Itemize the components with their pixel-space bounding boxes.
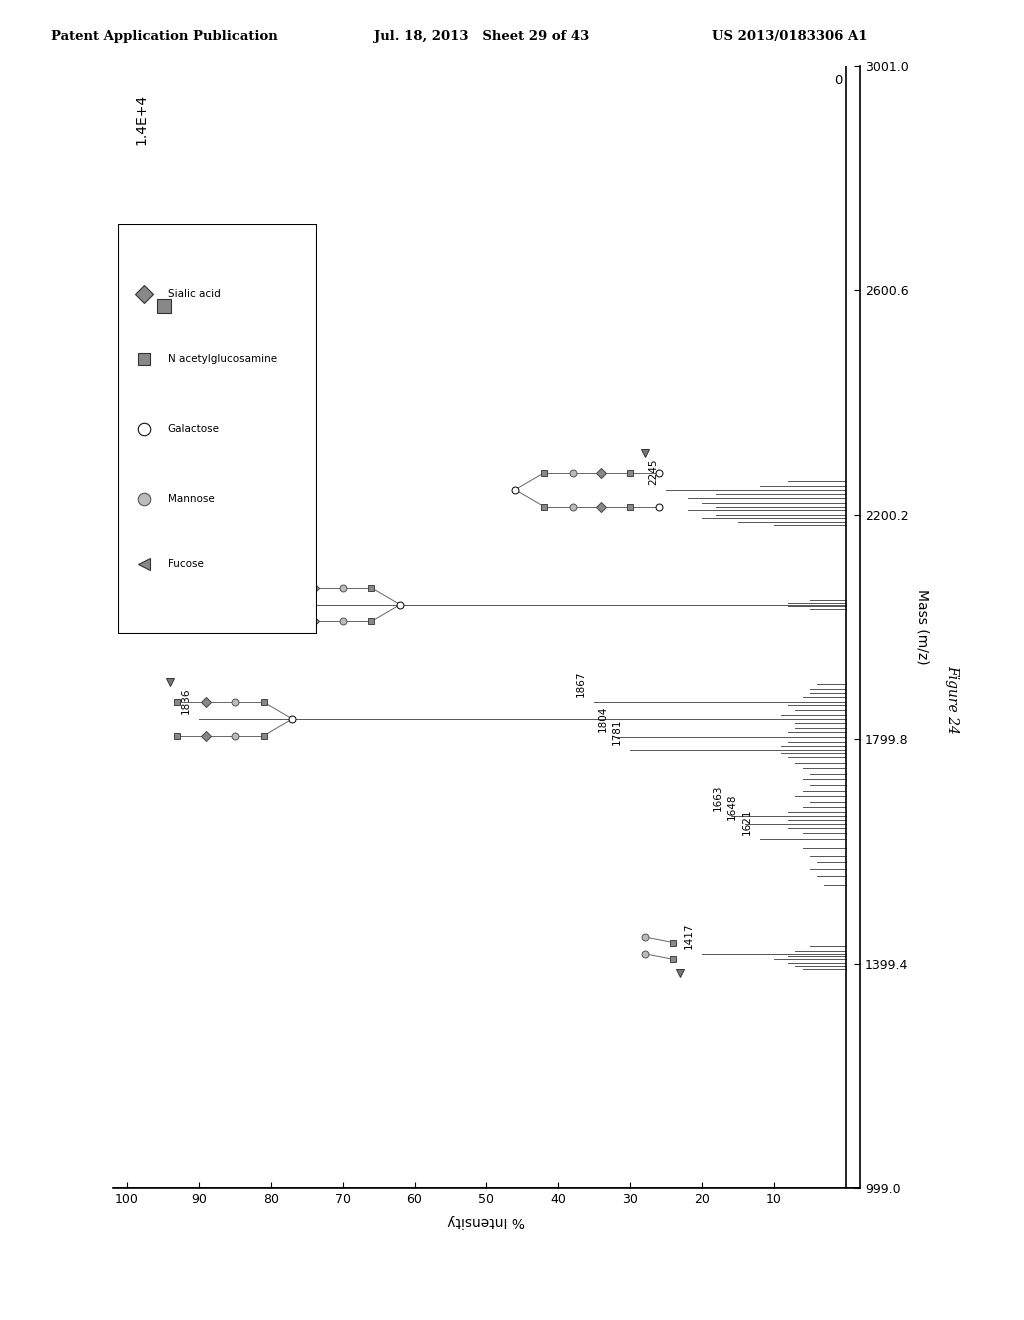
Text: 1804: 1804: [598, 706, 608, 733]
Text: 1648: 1648: [727, 793, 737, 820]
Text: US 2013/0183306 A1: US 2013/0183306 A1: [712, 30, 867, 44]
Text: 1836: 1836: [181, 688, 190, 714]
X-axis label: % Intensity: % Intensity: [447, 1214, 525, 1228]
Text: N acetylglucosamine: N acetylglucosamine: [168, 355, 276, 364]
Text: Mannose: Mannose: [168, 494, 214, 503]
Text: Patent Application Publication: Patent Application Publication: [51, 30, 278, 44]
Text: 2040: 2040: [289, 574, 299, 601]
Text: 0: 0: [835, 74, 843, 87]
FancyBboxPatch shape: [118, 224, 317, 634]
Text: 1781: 1781: [612, 719, 623, 746]
Text: Fucose: Fucose: [168, 560, 204, 569]
Text: 1.4E+4: 1.4E+4: [134, 94, 148, 145]
Text: Sialic acid: Sialic acid: [168, 289, 220, 298]
Text: Jul. 18, 2013   Sheet 29 of 43: Jul. 18, 2013 Sheet 29 of 43: [374, 30, 589, 44]
Text: 1867: 1867: [577, 671, 587, 697]
Text: 1663: 1663: [713, 785, 723, 812]
Text: 2245: 2245: [648, 459, 658, 486]
Text: 1621: 1621: [741, 808, 752, 836]
Text: 1417: 1417: [684, 923, 694, 949]
Y-axis label: Mass (m/z): Mass (m/z): [915, 589, 930, 665]
Text: Galactose: Galactose: [168, 424, 220, 434]
Text: Figure 24: Figure 24: [945, 665, 959, 734]
